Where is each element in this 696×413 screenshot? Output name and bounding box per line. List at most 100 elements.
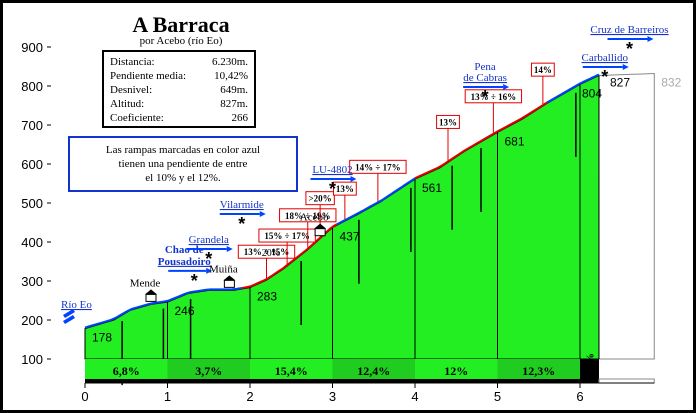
segment-label: 12,3% (522, 364, 555, 378)
x-tick-label: 0 (81, 389, 88, 404)
profile-area: 178 246 283 437 561 681 804 827 832 (84, 72, 682, 386)
y-tick-label: 700 (21, 118, 43, 133)
x-tick-label: 3 (329, 389, 336, 404)
segment-underline-rest (598, 378, 655, 384)
profile-line-moderate (84, 287, 242, 329)
x-tick-label: 5 (494, 389, 501, 404)
note-line: Las rampas marcadas en color azul (106, 144, 260, 156)
place-arrow (622, 64, 629, 70)
house-icon (314, 223, 327, 229)
segment-bar (497, 359, 580, 379)
place-label: Cruz de Barreiros (590, 24, 668, 36)
stats-label: Distancia: (110, 56, 155, 68)
place-label: Carballido (582, 52, 629, 64)
house-icon (145, 289, 157, 295)
y-tick-label: 500 (21, 196, 43, 211)
stats-box: Distancia: 6.230m. Pendiente media: 10,42% D… (102, 50, 256, 128)
segment-underline (167, 379, 250, 383)
place-label: de Cabras (463, 72, 507, 84)
segment-underline (85, 379, 168, 383)
place-arrow (647, 36, 654, 42)
house-icon (314, 228, 326, 237)
stats-value: 6.230m. (212, 56, 248, 68)
elevation-label: 832 (661, 76, 681, 90)
ramp-label: 20% (262, 248, 280, 259)
place-star: * (601, 67, 608, 87)
segment-label: 12,4% (357, 364, 390, 378)
house-icon (223, 275, 236, 281)
ramp-label: 15% ÷ 17% (264, 231, 309, 241)
ramp-label: >20% (309, 194, 332, 204)
place-label: Mende (130, 277, 161, 289)
descent-area (598, 72, 655, 360)
stats-label: Altitud: (110, 98, 144, 110)
place-arrow (259, 211, 266, 217)
stats-value: 266 (232, 112, 249, 124)
x-tick-label: 6 (576, 389, 583, 404)
elevation-label: 827 (610, 75, 630, 89)
elevation-label: 681 (505, 134, 525, 148)
segment-label: 12% (444, 364, 468, 378)
segment-bar (167, 359, 250, 379)
stats-label: Desnivel: (110, 84, 152, 96)
ramp-label: 13% ÷ 16% (471, 92, 516, 102)
y-axis: 100 200 300 400 500 600 700 800 900 (21, 40, 51, 367)
place-star: * (191, 271, 198, 291)
segment-bar (250, 359, 333, 379)
ramp-label: 13% (439, 117, 457, 127)
segment-bar (332, 359, 415, 379)
segment-underline (580, 379, 599, 383)
y-tick-label: 300 (21, 274, 43, 289)
segment-label: 15,4% (275, 364, 308, 378)
place-arrow (350, 176, 357, 182)
place-label: Acebo (300, 212, 329, 224)
note-box: Las rampas marcadas en color azul tienen … (68, 136, 298, 192)
segment-label: 10% (584, 353, 596, 375)
elevation-label: 561 (422, 181, 442, 195)
note-line: tienen una pendiente de entre (119, 158, 248, 170)
profile-line-moderate (336, 177, 416, 226)
ramp-label: 13% ÷ 15% (244, 247, 289, 257)
stats-value: 827m. (220, 98, 248, 110)
profile-line-moderate (546, 73, 600, 104)
ramp-box (279, 208, 337, 223)
segment-underline (332, 379, 415, 383)
note-line: el 10% y el 12%. (145, 172, 221, 184)
chart-title: A Barraca (132, 12, 229, 37)
ramp-box (436, 114, 460, 129)
elevation-label: 283 (257, 290, 277, 304)
y-tick-label: 800 (21, 79, 43, 94)
place-arrow (226, 246, 233, 252)
place-star: * (626, 39, 633, 59)
note-border (68, 136, 298, 192)
ramp-box (349, 159, 407, 174)
elevation-label: 178 (92, 331, 112, 345)
ramp-label: 14% ÷ 17% (355, 162, 400, 172)
annotations: 13% ÷ 15% 15% ÷ 17% 18% ÷ 19% >20% 13% 14% ÷ … (61, 24, 669, 324)
ramp-box (464, 89, 523, 104)
segment-bar (580, 359, 599, 379)
place-label: Chao de (165, 244, 204, 256)
place-label: Vilarmide (220, 199, 264, 211)
elevation-label: 246 (175, 304, 195, 318)
house-icon (223, 279, 235, 288)
ramp-label: 18% ÷ 19% (285, 211, 330, 221)
segment-underline (250, 379, 333, 383)
canvas: 178 246 283 437 561 681 804 827 832 6,8% 3,7% 15,4… (3, 3, 693, 410)
river-icon (63, 309, 75, 324)
segment-underline (415, 379, 498, 383)
segment-underline (497, 379, 580, 383)
elevation-label: 804 (582, 86, 602, 100)
segment-bars: 6,8% 3,7% 15,4% 12,4% 12% 12,3% 10% (85, 353, 655, 384)
stats-label: Coeficiente: (110, 112, 164, 124)
place-label: Muiña (209, 263, 238, 275)
place-star: * (482, 87, 489, 107)
place-star: * (329, 179, 336, 199)
y-tick-label: 200 (21, 313, 43, 328)
ramp-box (530, 62, 555, 77)
ramp-box (237, 244, 296, 259)
segment-label: 6,8% (113, 364, 140, 378)
place-label: LU-4802 (312, 164, 352, 176)
segment-label: 3,7% (195, 364, 222, 378)
